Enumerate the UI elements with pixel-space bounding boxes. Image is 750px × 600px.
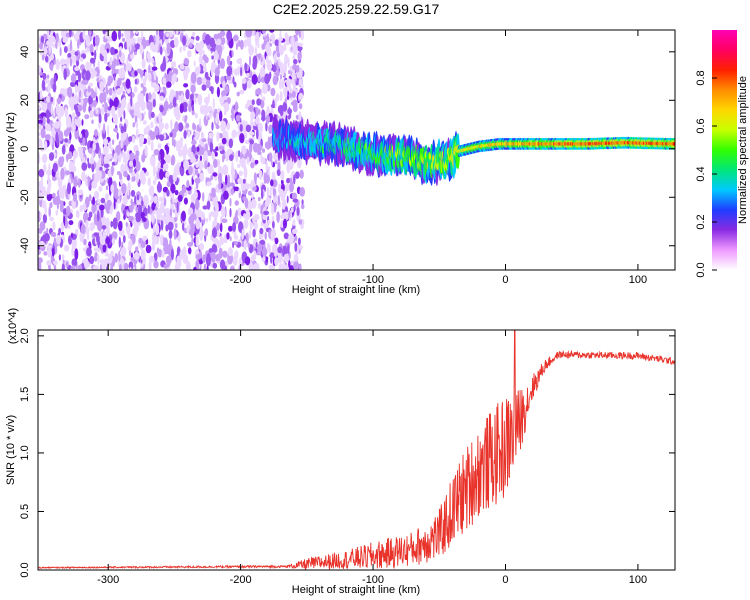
snr-xtick-label: -300 [97,574,119,586]
snr-ytick-label: 1.5 [19,387,31,402]
colorbar-tick-label: 0.4 [695,166,707,181]
spectrogram-xtick-label: 0 [502,274,508,286]
snr-ylabel: SNR (10 * v/v) [5,415,17,485]
chart-title: C2E2.2025.259.22.59.G17 [273,1,440,17]
spectrogram-axes-frame [37,29,676,271]
colorbar-gradient [712,30,737,270]
spectrogram-xtick-label: 100 [629,274,647,286]
spectrogram-xtick-label: -200 [230,274,252,286]
snr-panel: -300 -200 -100 0 100 0.0 0.5 1.0 1.5 2.0 Height o… [5,308,676,596]
snr-y-multiplier: (x10^4) [7,308,19,344]
snr-series-line [38,330,675,570]
spectrogram-ytick-label: 20 [19,94,31,106]
colorbar-tick-label: 0.8 [695,70,707,85]
spectrogram-ytick-label: -20 [19,189,31,205]
spectrogram-ytick-label: 0 [19,146,31,152]
colorbar-tick-label: 0.0 [695,262,707,277]
snr-xtick-label: 0 [502,574,508,586]
spectrogram-xtick-label: -300 [97,274,119,286]
snr-ytick-label: 2.0 [19,328,31,343]
colorbar-tick-label: 0.2 [695,214,707,229]
spectrogram-ytick-label: 40 [19,46,31,58]
colorbar: 0.0 0.2 0.4 0.6 0.8 Normalized spectral ampl… [695,30,749,278]
spectrogram-ylabel: Frequency (Hz) [5,112,17,188]
colorbar-tick-label: 0.6 [695,118,707,133]
spectrogram-ytick-label: -40 [19,238,31,254]
snr-ytick-label: 0.5 [19,504,31,519]
snr-ytick-label: 0.0 [19,562,31,577]
spectrogram-noise-region [38,30,306,270]
snr-ytick-label: 1.0 [19,445,31,460]
snr-xlabel: Height of straight line (km) [292,584,420,596]
spectrogram-xlabel: Height of straight line (km) [292,284,420,296]
colorbar-label: Normalized spectral amplitude [737,76,749,224]
spectrogram-signal-track [272,113,675,186]
snr-axes-frame [37,329,676,571]
snr-xtick-label: -200 [230,574,252,586]
snr-xtick-label: -100 [362,574,384,586]
spectrogram-xtick-label: -100 [362,274,384,286]
snr-xtick-label: 100 [629,574,647,586]
